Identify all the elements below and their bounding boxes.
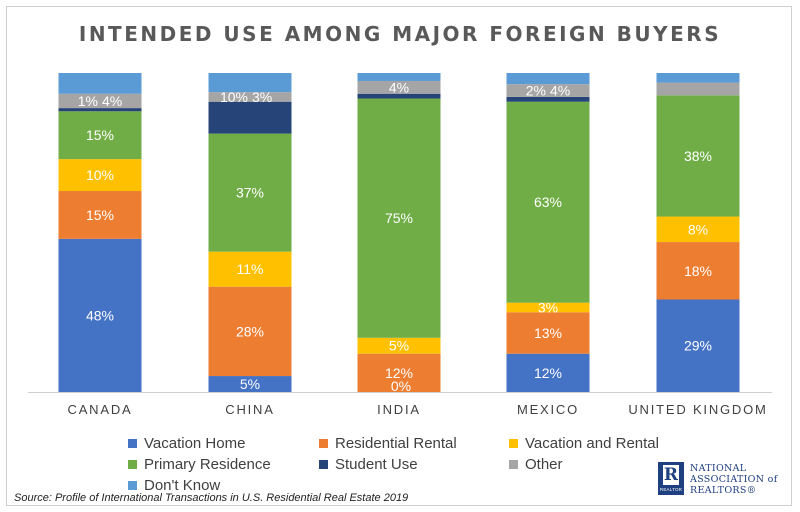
bar-segment-china-primary-residence	[208, 133, 292, 252]
data-label-mexico-vacation-and-rental: 3%	[538, 299, 558, 315]
nar-logo: R REALTOR NATIONAL ASSOCIATION of REALTO…	[658, 462, 788, 498]
realtor-r-icon: R REALTOR	[658, 462, 684, 495]
data-label-china-other: 3%	[252, 89, 272, 105]
bar-segment-canada-other	[58, 93, 142, 109]
bar-segment-canada-vacation-and-rental	[58, 159, 142, 192]
data-label-china-vacation-and-rental: 11%	[237, 261, 264, 277]
bar-segment-india-student-use	[357, 93, 441, 99]
bar-segment-united-kingdom-other	[656, 82, 740, 96]
data-label-india-primary-residence: 75%	[385, 210, 413, 226]
bar-segment-china-residential-rental	[208, 286, 292, 377]
data-label-united-kingdom-primary-residence: 38%	[684, 148, 712, 164]
bar-segment-canada-primary-residence	[58, 111, 142, 160]
legend-swatch-residential-rental	[319, 439, 328, 448]
legend-label: Primary Residence	[144, 456, 271, 473]
x-tick-label-india: INDIA	[377, 402, 421, 417]
data-label-canada-student-use: 1%	[78, 93, 98, 109]
bar-segment-mexico-primary-residence	[506, 101, 590, 303]
bar-segment-canada-don-t-know	[58, 73, 142, 94]
bar-segment-mexico-other	[506, 84, 590, 97]
data-label-mexico-residential-rental: 13%	[534, 325, 562, 341]
data-label-china-student-use: 10%	[220, 89, 248, 105]
legend-label: Other	[525, 456, 563, 473]
data-label-mexico-vacation-home: 12%	[534, 365, 562, 381]
bar-segment-canada-vacation-home	[58, 238, 142, 392]
legend-label: Student Use	[335, 456, 418, 473]
legend-swatch-don-t-know	[128, 481, 137, 490]
legend-item-other: Other	[509, 456, 563, 473]
x-tick-label-mexico: MEXICO	[517, 402, 579, 417]
bar-segment-canada-residential-rental	[58, 191, 142, 239]
legend-label: Vacation and Rental	[525, 435, 659, 452]
bar-segment-mexico-don-t-know	[506, 73, 590, 85]
data-label-mexico-other: 4%	[550, 83, 570, 99]
bar-segment-mexico-vacation-home	[506, 353, 590, 392]
legend-swatch-vacation-and-rental	[509, 439, 518, 448]
data-label-canada-vacation-home: 48%	[86, 307, 114, 323]
bar-segment-united-kingdom-residential-rental	[656, 242, 740, 300]
legend-swatch-primary-residence	[128, 460, 137, 469]
data-label-india-vacation-and-rental: 5%	[389, 338, 409, 354]
legend-item-don-t-know: Don't Know	[128, 477, 220, 494]
bar-segment-mexico-residential-rental	[506, 312, 590, 354]
nar-logo-text: NATIONAL ASSOCIATION of REALTORS®	[690, 463, 778, 496]
data-label-china-vacation-home: 5%	[240, 376, 260, 392]
legend-item-primary-residence: Primary Residence	[128, 456, 271, 473]
bar-segment-india-primary-residence	[357, 98, 441, 338]
source-note: Source: Profile of International Transac…	[14, 492, 409, 504]
legend-item-vacation-and-rental: Vacation and Rental	[509, 435, 659, 452]
legend-label: Vacation Home	[144, 435, 246, 452]
bar-segment-china-don-t-know	[208, 73, 292, 93]
legend-item-student-use: Student Use	[319, 456, 418, 473]
data-label-china-residential-rental: 28%	[236, 323, 264, 339]
bar-segment-united-kingdom-vacation-home	[656, 299, 740, 392]
bar-segment-united-kingdom-don-t-know	[656, 73, 740, 83]
data-label-canada-vacation-and-rental: 10%	[86, 167, 114, 183]
data-label-extra-india: 0%	[391, 378, 411, 394]
data-label-india-residential-rental: 12%	[385, 365, 413, 381]
data-label-canada-other: 4%	[102, 93, 122, 109]
x-tick-label-canada: CANADA	[68, 402, 133, 417]
bar-segment-china-student-use	[208, 101, 292, 134]
bar-segment-china-vacation-and-rental	[208, 251, 292, 287]
bar-segment-india-don-t-know	[357, 73, 441, 81]
legend-label: Residential Rental	[335, 435, 457, 452]
data-label-canada-primary-residence: 15%	[86, 127, 114, 143]
legend-label: Don't Know	[144, 477, 221, 494]
legend-swatch-student-use	[319, 460, 328, 469]
bar-segment-india-other	[357, 80, 441, 94]
bar-segment-china-vacation-home	[208, 376, 292, 392]
bar-segment-mexico-student-use	[506, 96, 590, 102]
legend-item-vacation-home: Vacation Home	[128, 435, 245, 452]
data-label-canada-residential-rental: 15%	[86, 207, 114, 223]
x-tick-label-united-kingdom: UNITED KINGDOM	[628, 402, 767, 417]
data-label-mexico-student-use: 2%	[526, 83, 546, 99]
x-tick-label-china: CHINA	[225, 402, 274, 417]
data-label-india-other: 4%	[389, 79, 409, 95]
legend-swatch-other	[509, 460, 518, 469]
data-label-united-kingdom-vacation-home: 29%	[684, 338, 712, 354]
legend-swatch-vacation-home	[128, 439, 137, 448]
data-label-united-kingdom-residential-rental: 18%	[684, 263, 712, 279]
data-label-mexico-primary-residence: 63%	[534, 194, 562, 210]
bar-segment-india-vacation-and-rental	[357, 337, 441, 354]
bar-segment-india-residential-rental	[357, 353, 441, 392]
bar-segment-mexico-vacation-and-rental	[506, 302, 590, 313]
data-label-china-primary-residence: 37%	[236, 185, 264, 201]
bar-segment-united-kingdom-vacation-and-rental	[656, 216, 740, 243]
bar-segment-china-other	[208, 92, 292, 102]
bar-segment-united-kingdom-primary-residence	[656, 95, 740, 217]
bar-segment-canada-student-use	[58, 108, 142, 112]
chart-title: INTENDED USE AMONG MAJOR FOREIGN BUYERS	[78, 22, 722, 46]
data-label-united-kingdom-vacation-and-rental: 8%	[688, 221, 708, 237]
legend-item-residential-rental: Residential Rental	[319, 435, 457, 452]
